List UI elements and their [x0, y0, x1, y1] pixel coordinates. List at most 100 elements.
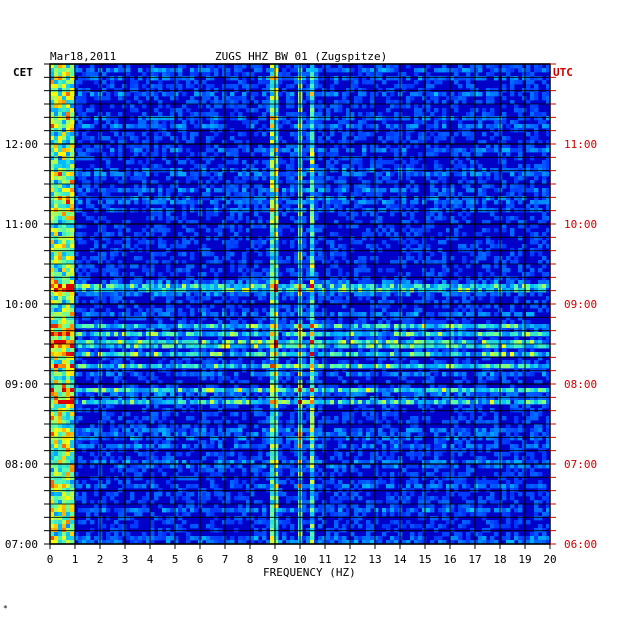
heat-cell — [170, 216, 175, 221]
heat-cell — [262, 152, 267, 157]
heat-cell — [234, 292, 239, 297]
heat-cell — [506, 152, 511, 157]
heat-cell — [90, 248, 95, 253]
heat-cell — [486, 236, 491, 241]
heat-cell — [362, 324, 367, 329]
heat-cell — [482, 200, 487, 205]
heat-cell — [246, 108, 251, 113]
heat-cell — [258, 188, 263, 193]
heat-cell — [214, 132, 219, 137]
heat-cell — [382, 92, 387, 97]
heat-cell — [514, 80, 519, 85]
heat-cell — [294, 256, 299, 261]
heat-cell — [262, 268, 267, 273]
heat-cell — [534, 200, 539, 205]
heat-cell — [142, 196, 147, 201]
heat-cell — [282, 72, 287, 77]
heat-cell — [394, 340, 399, 345]
heat-cell — [238, 196, 243, 201]
heat-cell — [442, 92, 447, 97]
heat-cell — [426, 148, 431, 153]
heat-cell — [426, 136, 431, 141]
heat-cell — [50, 192, 55, 197]
heat-cell — [466, 184, 471, 189]
heat-cell — [270, 200, 275, 205]
heat-cell — [366, 336, 371, 341]
heat-cell — [106, 208, 111, 213]
heat-cell — [482, 196, 487, 201]
heat-cell — [182, 188, 187, 193]
heat-cell — [278, 304, 283, 309]
heat-cell — [426, 216, 431, 221]
heat-cell — [122, 208, 127, 213]
heat-cell — [306, 72, 311, 77]
heat-cell — [70, 76, 75, 81]
heat-cell — [146, 188, 151, 193]
heat-cell — [354, 200, 359, 205]
heat-cell — [490, 284, 495, 289]
heat-cell — [402, 288, 407, 293]
heat-cell — [506, 72, 511, 77]
heat-cell — [174, 84, 179, 89]
heat-cell — [90, 64, 95, 69]
heat-cell — [214, 292, 219, 297]
heat-cell — [138, 144, 143, 149]
heat-cell — [62, 116, 67, 121]
heat-cell — [262, 240, 267, 245]
heat-cell — [62, 92, 67, 97]
heat-cell — [350, 312, 355, 317]
heat-cell — [542, 284, 547, 289]
heat-cell — [506, 280, 511, 285]
heat-cell — [270, 248, 275, 253]
heat-cell — [50, 348, 55, 353]
heat-cell — [458, 172, 463, 177]
heat-cell — [274, 176, 279, 181]
heat-cell — [270, 216, 275, 221]
heat-cell — [502, 156, 507, 161]
heat-cell — [258, 316, 263, 321]
heat-cell — [110, 196, 115, 201]
heat-cell — [370, 328, 375, 333]
heat-cell — [502, 264, 507, 269]
heat-cell — [330, 88, 335, 93]
heat-cell — [138, 328, 143, 333]
heat-cell — [82, 280, 87, 285]
heat-cell — [302, 240, 307, 245]
heat-cell — [518, 224, 523, 229]
heat-cell — [102, 336, 107, 341]
heat-cell — [286, 188, 291, 193]
heat-cell — [202, 272, 207, 277]
heat-cell — [166, 300, 171, 305]
heat-cell — [422, 344, 427, 349]
heat-cell — [330, 148, 335, 153]
heat-cell — [378, 180, 383, 185]
heat-cell — [486, 268, 491, 273]
heat-cell — [314, 104, 319, 109]
heat-cell — [250, 280, 255, 285]
heat-cell — [322, 308, 327, 313]
heat-cell — [350, 324, 355, 329]
heat-cell — [350, 88, 355, 93]
heat-cell — [546, 228, 551, 233]
heat-cell — [246, 284, 251, 289]
heat-cell — [170, 184, 175, 189]
heat-cell — [58, 312, 63, 317]
heat-cell — [94, 184, 99, 189]
heat-cell — [410, 316, 415, 321]
heat-cell — [326, 204, 331, 209]
heat-cell — [302, 200, 307, 205]
heat-cell — [458, 344, 463, 349]
heat-cell — [174, 96, 179, 101]
heat-cell — [194, 284, 199, 289]
heat-cell — [358, 324, 363, 329]
heat-cell — [486, 96, 491, 101]
heat-cell — [242, 344, 247, 349]
heat-cell — [146, 260, 151, 265]
heat-cell — [290, 96, 295, 101]
heat-cell — [94, 80, 99, 85]
heat-cell — [142, 164, 147, 169]
heat-cell — [450, 328, 455, 333]
heat-cell — [346, 124, 351, 129]
heat-cell — [102, 252, 107, 257]
heat-cell — [242, 264, 247, 269]
